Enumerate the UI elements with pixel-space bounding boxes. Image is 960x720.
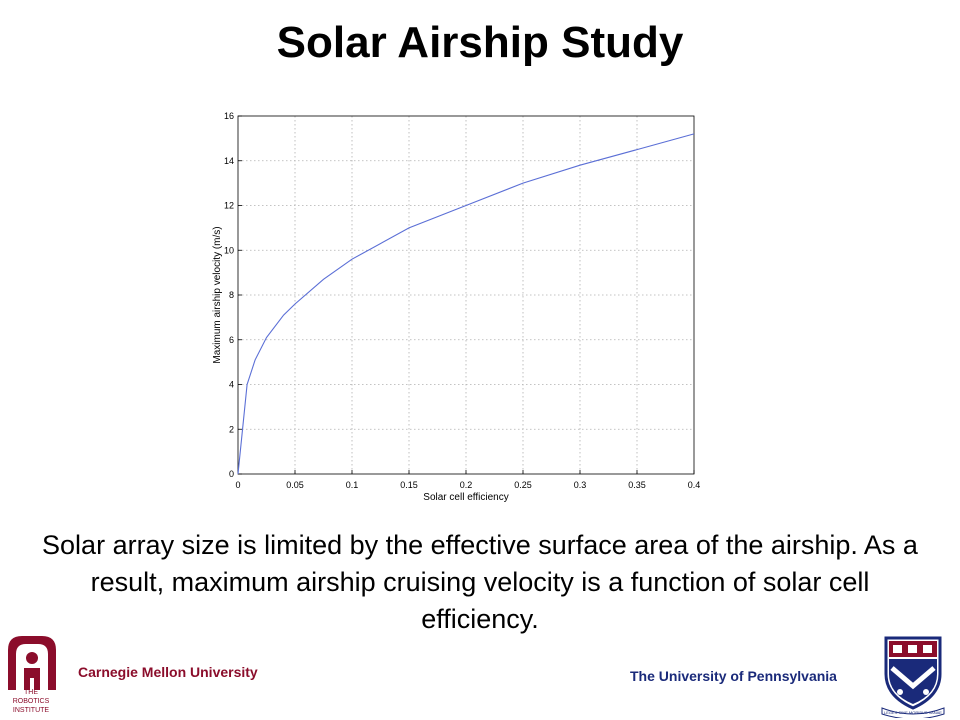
y-tick-label: 2 — [229, 424, 234, 434]
y-tick-label: 8 — [229, 290, 234, 300]
x-tick-label: 0.3 — [574, 480, 587, 490]
y-tick-label: 4 — [229, 380, 234, 390]
penn-footer-text: The University of Pennsylvania — [630, 668, 837, 684]
cmu-footer-text: Carnegie Mellon University — [78, 664, 258, 680]
velocity-chart: 0 0.05 0.1 0.15 0.2 0.25 0.3 0.35 0.4 0 2 4 6 8 10 12 14… — [212, 111, 700, 503]
robotics-institute-logo-icon — [8, 636, 56, 690]
series — [237, 133, 695, 475]
x-tick-label: 0.05 — [286, 480, 304, 490]
y-tick-label: 6 — [229, 335, 234, 345]
x-tick-label: 0.35 — [628, 480, 646, 490]
y-tick-label: 14 — [224, 156, 234, 166]
robotics-institute-text: THE ROBOTICS INSTITUTE — [12, 689, 50, 714]
series-line — [237, 133, 695, 475]
y-tick-label: 10 — [224, 245, 234, 255]
y-axis-label: Maximum airship velocity (m/s) — [212, 226, 223, 363]
penn-banner-text: LEGES SINE MORIBUS VANAE — [884, 710, 942, 715]
grid — [238, 116, 694, 474]
x-tick-label: 0 — [235, 480, 240, 490]
x-tick-label: 0.4 — [688, 480, 701, 490]
x-tick-label: 0.25 — [514, 480, 532, 490]
y-tick-label: 16 — [224, 111, 234, 121]
y-tick-label: 12 — [224, 201, 234, 211]
x-tick-label: 0.15 — [400, 480, 418, 490]
ticks: 0 0.05 0.1 0.15 0.2 0.25 0.3 0.35 0.4 0 2 4 6 8 10 12 14… — [224, 111, 700, 490]
y-tick-label: 0 — [229, 469, 234, 479]
caption-text: Solar array size is limited by the effec… — [42, 530, 918, 634]
x-axis-label: Solar cell efficiency — [423, 492, 508, 503]
slide-title: Solar Airship Study — [276, 18, 684, 67]
x-tick-label: 0.1 — [346, 480, 359, 490]
penn-shield-logo-icon: LEGES SINE MORIBUS VANAE — [881, 636, 945, 718]
x-tick-label: 0.2 — [460, 480, 473, 490]
